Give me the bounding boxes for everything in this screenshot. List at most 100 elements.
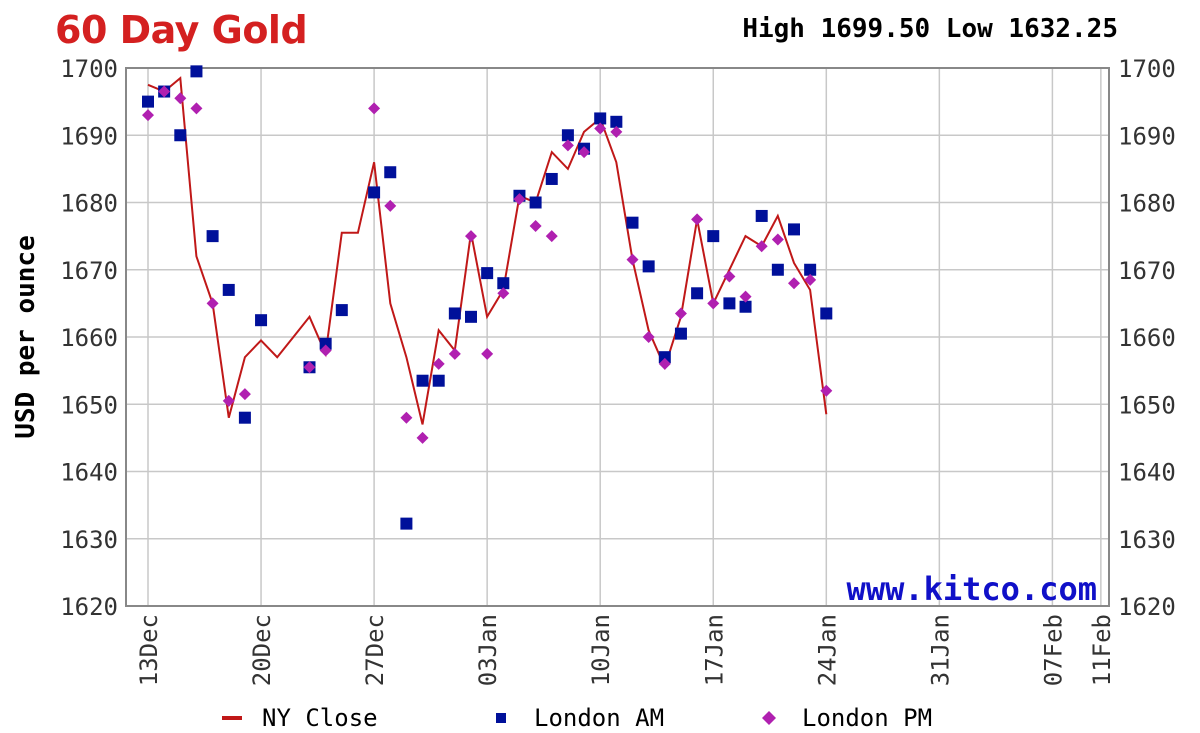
london-pm-point [723,270,736,283]
grid [126,67,1109,607]
london-am-point [190,65,203,78]
y-tick-label-right: 1690 [1118,122,1176,150]
london-pm-point [432,357,445,370]
x-tick-label: 20Dec [248,614,276,686]
london-pm-point [691,213,704,226]
london-pm-point [497,287,510,300]
london-pm-point [238,388,251,401]
x-tick-label: 24Jan [813,614,841,686]
x-tick-label: 31Jan [926,614,954,686]
y-tick-label-left: 1650 [60,391,118,419]
y-tick-label-left: 1700 [60,55,118,83]
london-pm-point [190,102,203,115]
london-am-point [610,115,623,128]
london-am-point [368,186,381,199]
london-pm-point [578,146,591,159]
chart-title: 60 Day Gold [55,8,308,52]
y-axis-label: USD per ounce [11,235,41,439]
london-pm-point [820,384,833,397]
legend-swatch-london-pm [762,711,776,725]
y-tick-label-left: 1690 [60,122,118,150]
y-tick-label-right: 1660 [1118,324,1176,352]
london-am-point [319,337,332,350]
london-pm-point [416,431,429,444]
london-am-point [465,310,477,323]
y-tick-label-right: 1650 [1118,391,1176,419]
london-am-point [804,263,817,276]
london-pm-point [561,139,574,152]
y-tick-label-right: 1680 [1118,190,1176,218]
london-pm-point [206,297,219,310]
legend-label-ny-close: NY Close [262,704,378,732]
london-pm-point [448,347,461,360]
london-pm-point [788,277,800,290]
london-am-point [174,129,187,142]
y-tick-label-left: 1640 [60,459,118,487]
x-tick-label: 17Jan [700,614,728,686]
london-am-point [400,517,413,530]
london-pm-point [142,109,154,122]
london-am-point [788,223,800,236]
y-tick-label-right: 1630 [1118,526,1176,554]
london-am-point [739,300,752,313]
london-pm-point [158,85,171,98]
london-am-point [432,374,445,387]
london-pm-point [303,361,316,374]
y-tick-label-right: 1700 [1118,55,1176,83]
plot-frame [125,67,1110,607]
london-pm-point [513,193,526,206]
london-pm-point [319,344,332,357]
y-tick-label-left: 1660 [60,324,118,352]
london-pm-point [465,230,477,243]
y-tick-label-left: 1680 [60,190,118,218]
london-am-point [529,196,542,209]
x-tick-label: 10Jan [587,614,615,686]
y-tick-label-right: 1620 [1118,593,1176,621]
x-tick-label: 03Jan [474,614,502,686]
legend-label-london-am: London AM [534,704,664,732]
y-tick-label-left: 1620 [60,593,118,621]
london-pm-point [755,240,768,253]
x-tick-label: 27Dec [361,614,389,686]
legend-swatch-london-am [496,713,506,723]
london-pm-point [481,347,494,360]
legend-label-london-pm: London PM [802,704,932,732]
london-am-point [222,283,235,296]
london-pm-point [674,307,687,320]
london-am-point [206,230,219,243]
x-tick-label: 13Dec [135,614,163,686]
legend: NY Close London AM London PM [222,704,932,732]
london-pm-point [707,297,720,310]
x-axis: 13Dec 20Dec 27Dec 03Jan 10Jan 17Jan 24Jan 31Jan… [135,614,1116,686]
y-tick-label-right: 1670 [1118,257,1176,285]
y-tick-label-right: 1640 [1118,459,1176,487]
london-am-point [497,277,510,290]
london-pm-point [174,92,187,105]
x-tick-label: 11Feb [1088,614,1116,686]
london-pm-point [739,290,752,303]
london-am-point [561,129,574,142]
london-am-point [642,260,655,273]
london-am-point [820,307,833,320]
london-am-point [384,166,397,179]
y-tick-label-left: 1630 [60,526,118,554]
london-am-point [255,314,268,327]
london-am-point [238,411,251,424]
london-am-point [707,230,720,243]
london-pm-point [222,394,235,407]
y-tick-label-left: 1670 [60,257,118,285]
watermark-url: www.kitco.com [847,570,1097,608]
london-am-point [142,95,154,108]
london-pm-point [400,411,413,424]
london-pm-point [610,125,623,138]
london-pm-point [626,253,639,266]
london-am-point [335,304,348,317]
series [142,65,833,530]
london-pm-point [545,230,558,243]
london-pm-point [529,220,542,233]
y-axis-left: 1700 1690 1680 1670 1660 1650 1640 1630 1620 [60,55,118,621]
london-am-point [658,351,671,364]
london-am-point [674,327,687,340]
